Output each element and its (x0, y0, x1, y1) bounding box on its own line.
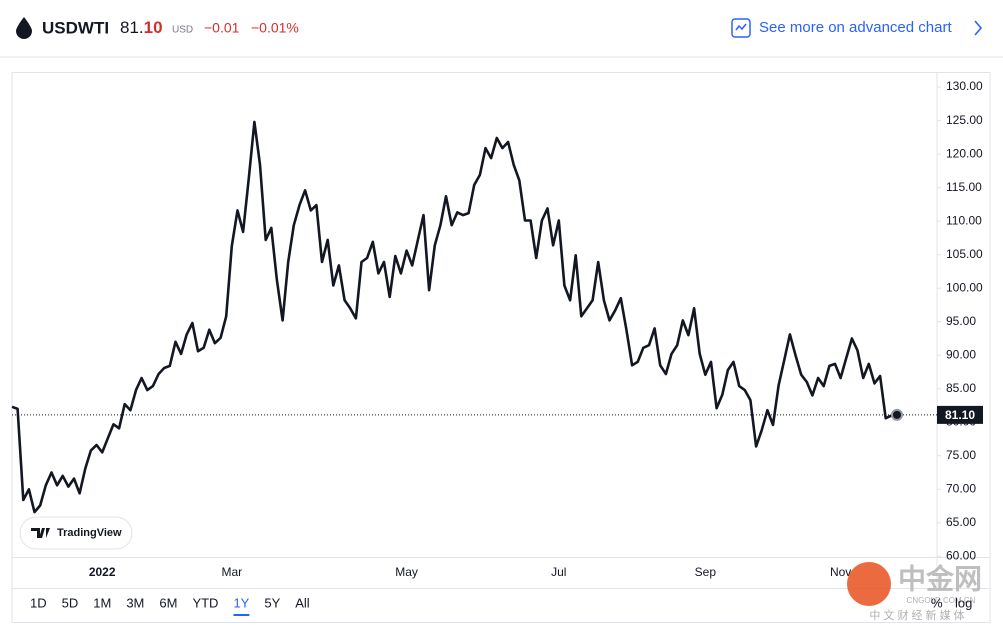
y-tick-label: 125.00 (946, 113, 983, 127)
price-line (11, 120, 898, 514)
y-tick-label: 70.00 (946, 481, 976, 495)
chart-frame (11, 72, 991, 623)
range-button[interactable]: 6M (159, 595, 177, 610)
y-tick-label: 100.00 (946, 280, 983, 294)
range-button[interactable]: 1D (30, 595, 47, 610)
watermark-slogan: 中 文 财 经 新 媒 体 (869, 608, 964, 622)
range-button[interactable]: 1Y (233, 595, 249, 610)
y-tick-label: 65.00 (946, 515, 976, 529)
chevron (974, 20, 983, 36)
watermark-logo (847, 562, 891, 606)
x-tick-label: May (395, 565, 418, 579)
price: 81.10 (120, 18, 163, 37)
brand-badge[interactable] (19, 516, 133, 550)
y-tick-label: 60.00 (946, 549, 976, 563)
range-button[interactable]: 3M (126, 595, 144, 610)
range-button[interactable]: All (295, 595, 310, 610)
y-tick-label: 85.00 (946, 381, 976, 395)
x-tick-label: Jul (551, 565, 566, 579)
plot: 60.0065.0070.0075.0080.0085.0090.0095.00… (11, 79, 983, 579)
symbol-icon (16, 17, 32, 39)
change-pct: −0.01% (251, 20, 299, 36)
y-tick-label: 120.00 (946, 146, 983, 160)
symbol: USDWTI (42, 18, 109, 37)
scale-option[interactable]: % (931, 595, 943, 610)
price-main: 81. (120, 18, 144, 37)
x-tick-label: Sep (695, 565, 717, 579)
x-tick-label: Nov (830, 565, 851, 579)
change: −0.01 (204, 20, 240, 36)
currency: USD (172, 25, 193, 36)
link-text[interactable]: See more on advanced chart (759, 19, 952, 36)
last-point (891, 408, 903, 421)
y-tick-label: 110.00 (946, 213, 982, 227)
y-tick-label: 105.00 (946, 247, 983, 261)
range-button[interactable]: 5Y (264, 595, 280, 610)
y-tick-label: 75.00 (946, 448, 976, 462)
link-icon-line (735, 23, 747, 31)
range-button[interactable]: 5D (62, 595, 79, 610)
last-price-label: 81.10 (945, 408, 975, 422)
x-tick-label: Mar (222, 565, 243, 579)
last-price-badge (937, 405, 983, 424)
range-button[interactable]: YTD (192, 595, 218, 610)
y-tick-label: 95.00 (946, 314, 976, 328)
watermark-name: 中金网 (898, 562, 982, 594)
y-tick-label: 115.00 (946, 180, 982, 194)
y-tick-label: 90.00 (946, 347, 976, 361)
scale-option[interactable]: log (955, 595, 972, 610)
watermark-site: CNGOLD.COM.CN (907, 596, 976, 605)
y-tick-label: 130.00 (946, 79, 983, 93)
range-button[interactable]: 1M (93, 595, 111, 610)
x-tick-label: 2022 (89, 565, 116, 579)
advanced-chart-link[interactable]: See more on advanced chart (731, 18, 983, 38)
price-fraction: 10 (144, 18, 163, 37)
brand-logo (31, 528, 50, 538)
brand-name: TradingView (57, 527, 122, 539)
link-icon (731, 18, 751, 38)
